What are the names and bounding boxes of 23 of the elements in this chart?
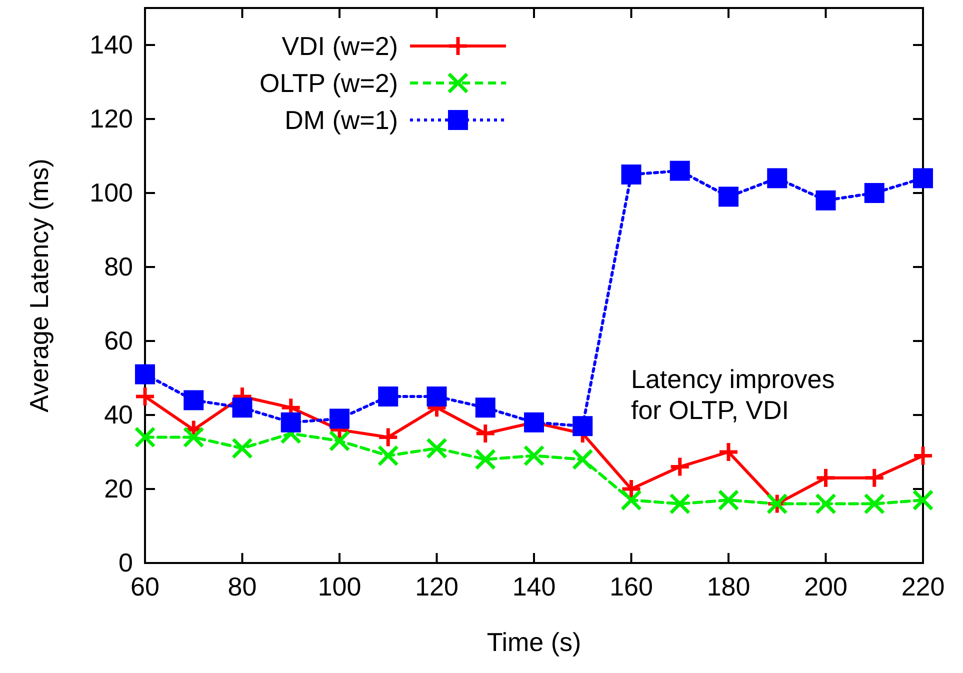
y-tick-label: 60 [104, 325, 133, 356]
legend-label: VDI (w=2) [282, 31, 398, 62]
y-tick-label: 40 [104, 399, 133, 430]
y-tick-label: 140 [90, 29, 133, 60]
y-axis-title: Average Latency (ms) [24, 158, 54, 412]
y-tick-label: 120 [90, 103, 133, 134]
x-tick-label: 120 [415, 571, 458, 602]
x-tick-label: 160 [610, 571, 653, 602]
x-tick-label: 80 [228, 571, 257, 602]
x-tick-label: 220 [901, 571, 945, 602]
x-tick-label: 100 [318, 571, 362, 602]
legend-label: OLTP (w=2) [260, 68, 398, 98]
y-tick-label: 0 [118, 547, 133, 578]
x-axis-title: Time (s) [486, 627, 582, 657]
y-tick-label: 20 [104, 473, 133, 504]
y-tick-label: 80 [104, 251, 133, 282]
x-tick-label: 200 [804, 571, 848, 602]
legend-label: DM (w=1) [284, 105, 398, 136]
y-tick-label: 100 [90, 177, 133, 208]
x-tick-label: 180 [706, 571, 750, 602]
annotation: Latency improves for OLTP, VDI [631, 364, 835, 426]
x-tick-label: 60 [130, 571, 160, 602]
x-tick-label: 140 [512, 571, 556, 602]
